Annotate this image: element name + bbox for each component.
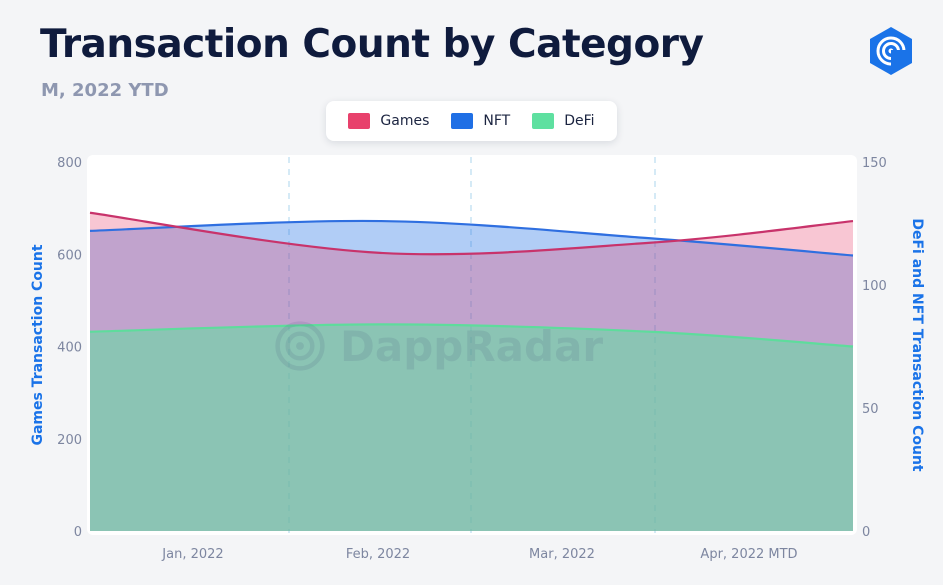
y-tick-right: 0	[862, 525, 870, 540]
y-tick-left: 400	[57, 341, 82, 356]
line-defi	[89, 323, 854, 348]
legend-item-games[interactable]: Games	[348, 113, 429, 129]
y-tick-right: 150	[862, 156, 887, 171]
watermark: DappRadar	[272, 316, 672, 376]
legend-item-nft[interactable]: NFT	[451, 113, 510, 129]
legend-label-games: Games	[380, 113, 430, 129]
x-tick: Mar, 2022	[529, 547, 595, 562]
chart-subtitle: M, 2022 YTD	[41, 80, 169, 101]
y-tick-left: 200	[57, 433, 82, 448]
y-tick-right: 100	[862, 279, 887, 294]
line-games	[89, 211, 854, 256]
legend-swatch-defi	[532, 113, 555, 129]
y-axis-right-title: DeFi and NFT Transaction Count	[909, 218, 925, 472]
x-tick: Jan, 2022	[161, 547, 223, 562]
area-defi	[90, 324, 853, 531]
y-axis-left-title: Games Transaction Count	[30, 244, 46, 445]
line-nft	[89, 219, 854, 257]
y-tick-left: 800	[57, 156, 82, 171]
legend-label-defi: DeFi	[564, 113, 595, 129]
chart-title: Transaction Count by Category	[40, 22, 704, 67]
legend-swatch-nft	[451, 113, 474, 129]
legend-swatch-games	[348, 113, 371, 129]
x-tick: Feb, 2022	[346, 547, 410, 562]
watermark-text: DappRadar	[340, 321, 604, 371]
dappradar-logo-icon	[870, 27, 912, 75]
legend-label-nft: NFT	[483, 113, 511, 129]
watermark-icon	[275, 321, 325, 371]
chart-legend: Games NFT DeFi	[326, 101, 617, 141]
y-tick-right: 50	[862, 402, 879, 417]
legend-item-defi[interactable]: DeFi	[532, 113, 595, 129]
x-tick: Apr, 2022 MTD	[700, 547, 797, 562]
y-tick-left: 600	[57, 248, 82, 263]
y-tick-left: 0	[74, 525, 82, 540]
